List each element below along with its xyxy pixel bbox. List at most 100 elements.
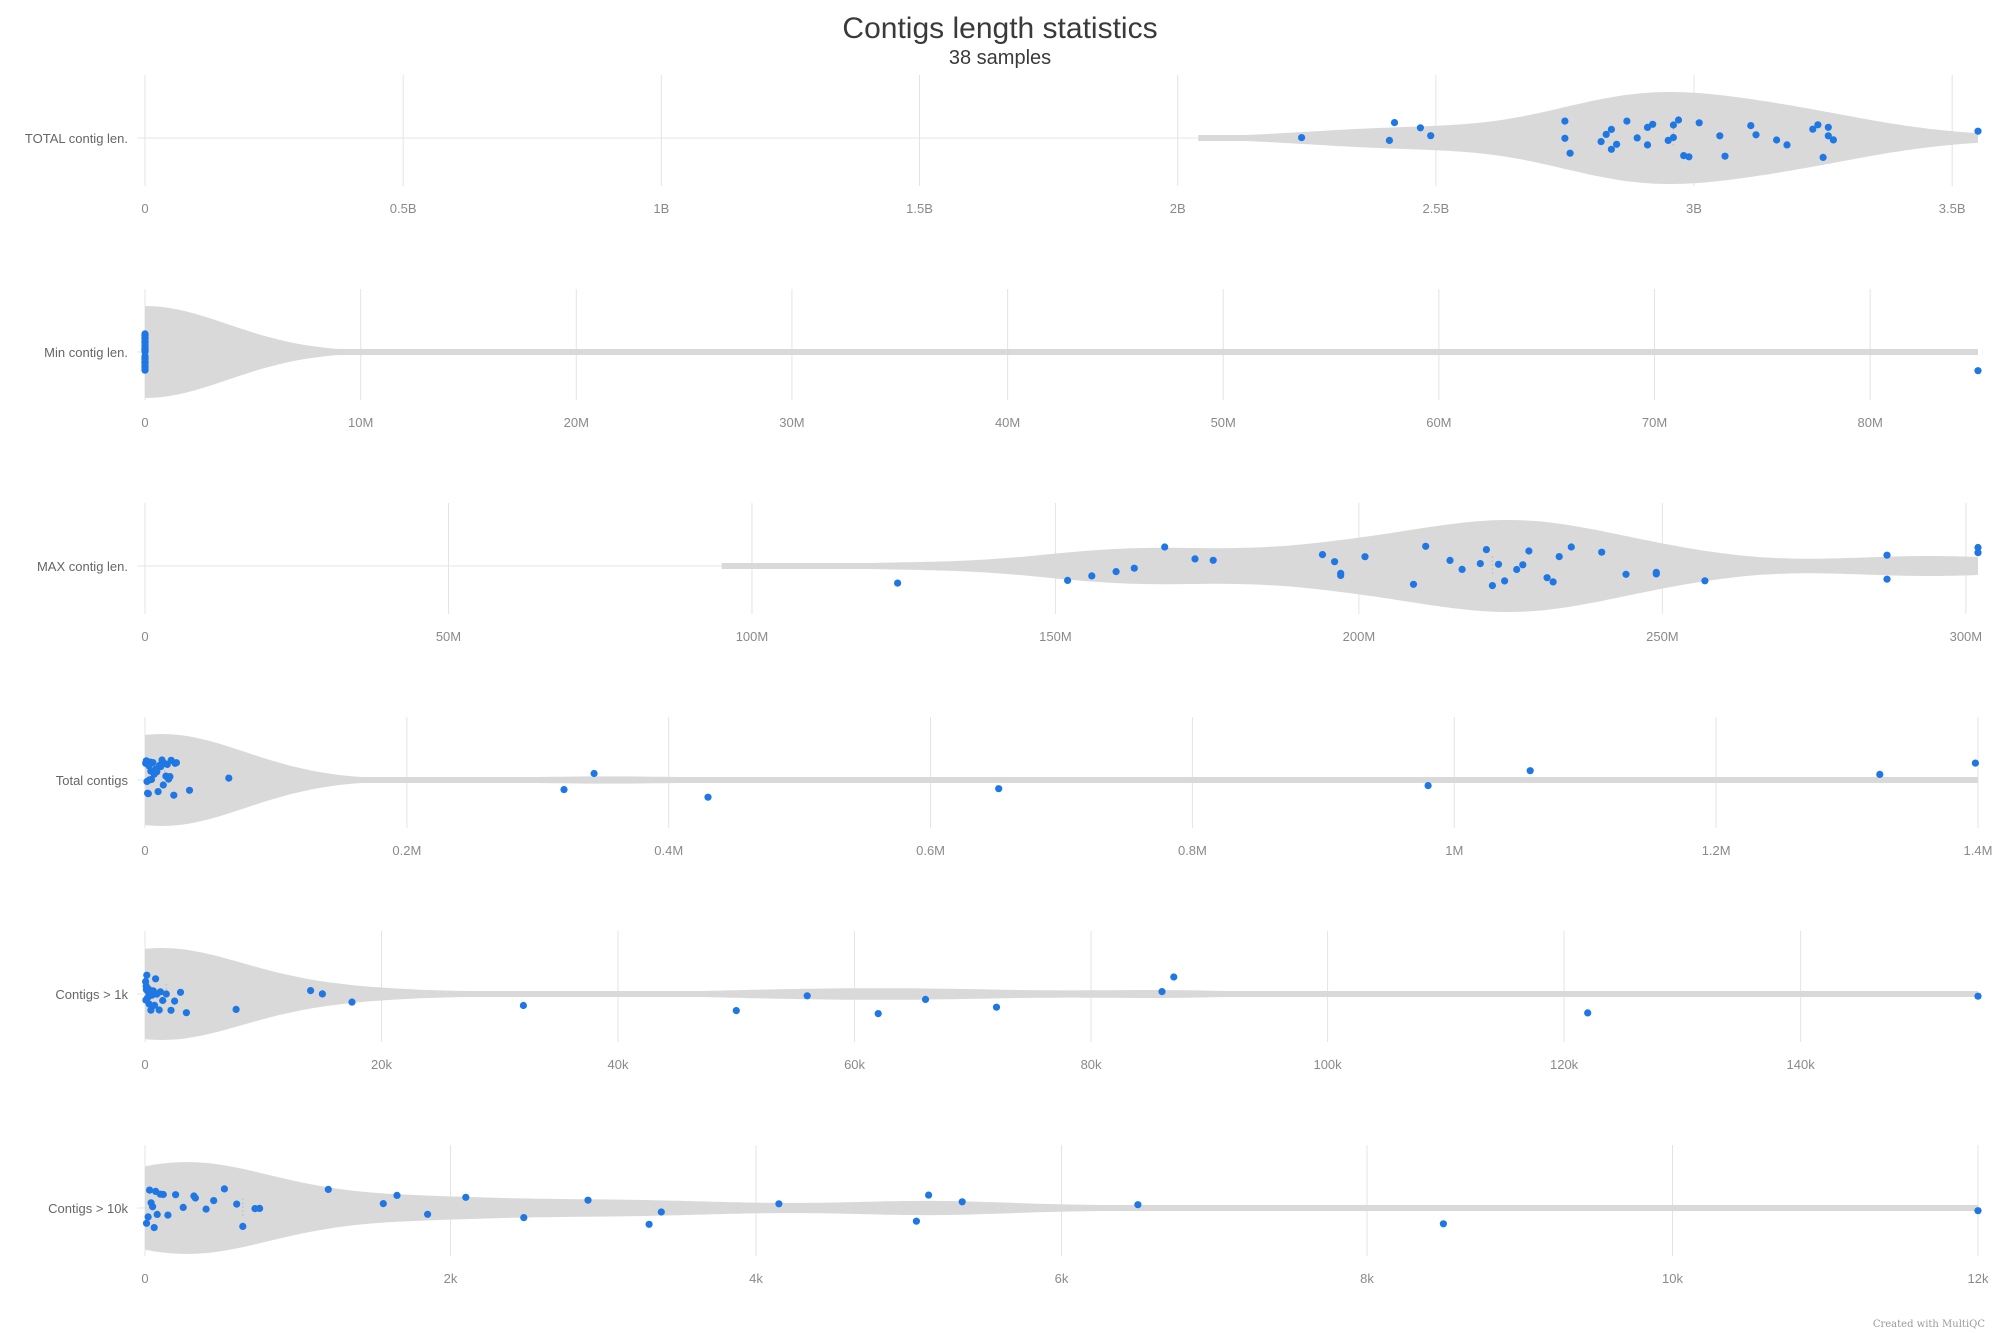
data-point[interactable] [202, 1205, 210, 1213]
data-point[interactable] [210, 1197, 218, 1205]
data-point[interactable] [159, 1190, 167, 1199]
data-point[interactable] [143, 971, 151, 979]
data-point[interactable] [1501, 577, 1509, 585]
data-point[interactable] [1549, 578, 1557, 586]
data-point[interactable] [324, 1185, 332, 1193]
data-point[interactable] [142, 986, 150, 994]
data-point[interactable] [393, 1191, 401, 1199]
data-point[interactable] [182, 1009, 190, 1017]
data-point[interactable] [1526, 767, 1534, 775]
data-point[interactable] [179, 1203, 187, 1211]
data-point[interactable] [1643, 123, 1652, 131]
data-point[interactable] [1674, 116, 1683, 124]
data-point[interactable] [153, 768, 161, 776]
data-point[interactable] [191, 1194, 199, 1202]
data-point[interactable] [1158, 988, 1166, 996]
data-point[interactable] [233, 1200, 241, 1208]
data-point[interactable] [1561, 117, 1569, 125]
data-point[interactable] [159, 781, 167, 789]
data-point[interactable] [1385, 136, 1393, 144]
data-point[interactable] [1669, 121, 1677, 129]
data-point[interactable] [1974, 549, 1982, 557]
data-point[interactable] [1602, 130, 1610, 138]
data-point[interactable] [1598, 548, 1606, 556]
data-point[interactable] [1555, 553, 1563, 561]
data-point[interactable] [1814, 121, 1822, 129]
data-point[interactable] [1390, 119, 1399, 127]
data-point[interactable] [803, 992, 811, 1000]
data-point[interactable] [1446, 556, 1454, 565]
data-point[interactable] [142, 1219, 151, 1227]
data-point[interactable] [1209, 556, 1217, 564]
data-point[interactable] [1883, 551, 1891, 559]
data-point[interactable] [159, 996, 167, 1005]
data-point[interactable] [1566, 149, 1574, 157]
data-point[interactable] [170, 791, 178, 799]
data-point[interactable] [146, 1186, 154, 1194]
data-point[interactable] [147, 775, 156, 784]
data-point[interactable] [1337, 571, 1345, 580]
data-point[interactable] [424, 1210, 432, 1218]
data-point[interactable] [162, 990, 170, 998]
data-point[interactable] [1783, 141, 1791, 149]
data-point[interactable] [1561, 134, 1569, 142]
data-point[interactable] [141, 346, 149, 354]
data-point[interactable] [1439, 1220, 1447, 1228]
data-point[interactable] [645, 1220, 653, 1228]
data-point[interactable] [1088, 572, 1096, 580]
data-point[interactable] [1191, 555, 1199, 563]
data-point[interactable] [167, 1006, 175, 1014]
data-point[interactable] [144, 1213, 152, 1221]
data-point[interactable] [894, 579, 902, 587]
data-point[interactable] [239, 1222, 247, 1230]
data-point[interactable] [520, 1214, 528, 1222]
data-point[interactable] [1458, 565, 1466, 574]
data-point[interactable] [145, 1000, 153, 1008]
data-point[interactable] [657, 1208, 665, 1216]
data-point[interactable] [149, 759, 157, 767]
data-point[interactable] [1649, 120, 1657, 128]
data-point[interactable] [1971, 759, 1979, 767]
data-point[interactable] [1361, 553, 1369, 561]
data-point[interactable] [1716, 132, 1724, 140]
data-point[interactable] [1130, 564, 1138, 572]
data-point[interactable] [1161, 543, 1169, 551]
data-point[interactable] [1607, 145, 1615, 153]
data-point[interactable] [1597, 138, 1605, 146]
data-point[interactable] [318, 990, 326, 998]
data-point[interactable] [1824, 123, 1832, 131]
data-point[interactable] [1883, 575, 1891, 583]
data-point[interactable] [1974, 127, 1982, 135]
data-point[interactable] [141, 339, 149, 347]
data-point[interactable] [155, 1006, 163, 1014]
data-point[interactable] [590, 769, 598, 778]
data-point[interactable] [152, 975, 160, 983]
data-point[interactable] [1482, 546, 1490, 554]
data-point[interactable] [166, 773, 174, 781]
data-point[interactable] [172, 1191, 180, 1199]
data-point[interactable] [1752, 131, 1760, 139]
data-point[interactable] [1721, 152, 1729, 160]
data-point[interactable] [958, 1198, 966, 1206]
data-point[interactable] [1876, 770, 1884, 779]
data-point[interactable] [1974, 1207, 1982, 1215]
data-point[interactable] [1488, 582, 1496, 590]
data-point[interactable] [1416, 124, 1424, 132]
data-point[interactable] [379, 1200, 387, 1208]
data-point[interactable] [775, 1200, 783, 1208]
data-point[interactable] [172, 759, 180, 767]
data-point[interactable] [152, 1187, 160, 1195]
data-point[interactable] [1112, 568, 1120, 576]
data-point[interactable] [1513, 565, 1521, 574]
data-point[interactable] [1633, 134, 1641, 142]
data-point[interactable] [144, 790, 152, 798]
data-point[interactable] [462, 1193, 470, 1201]
data-point[interactable] [925, 1191, 933, 1199]
data-point[interactable] [1695, 119, 1703, 127]
data-point[interactable] [156, 988, 164, 996]
data-point[interactable] [141, 333, 149, 341]
data-point[interactable] [1622, 570, 1630, 578]
data-point[interactable] [154, 788, 162, 796]
data-point[interactable] [1701, 577, 1709, 585]
data-point[interactable] [141, 362, 149, 370]
